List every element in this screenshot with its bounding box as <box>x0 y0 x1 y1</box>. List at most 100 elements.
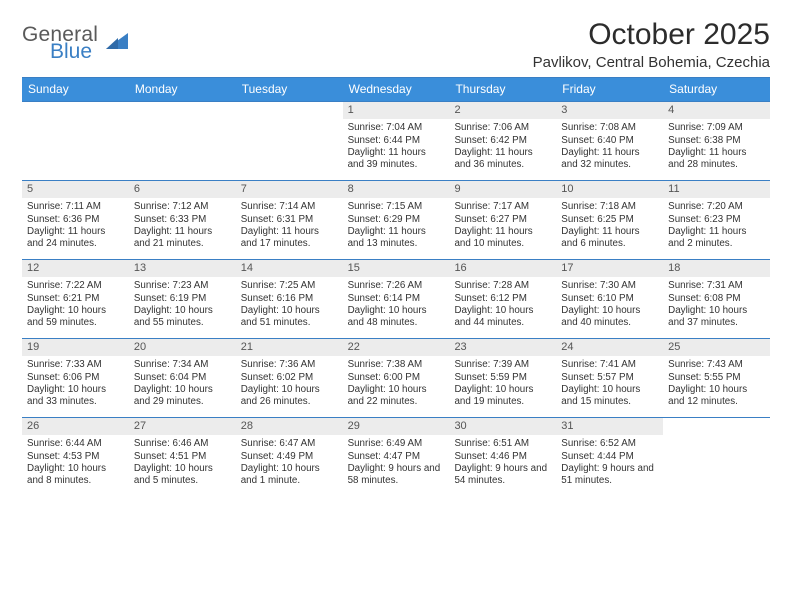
daylight-text: Daylight: 11 hours and 13 minutes. <box>348 226 445 250</box>
calendar-cell: 18Sunrise: 7:31 AMSunset: 6:08 PMDayligh… <box>663 260 770 338</box>
daylight-text: Daylight: 10 hours and 5 minutes. <box>134 463 231 487</box>
daylight-text: Daylight: 11 hours and 36 minutes. <box>454 147 551 171</box>
sunrise-text: Sunrise: 7:39 AM <box>454 359 551 371</box>
logo-line2: Blue <box>50 41 98 62</box>
sunset-text: Sunset: 4:44 PM <box>561 451 658 463</box>
daylight-text: Daylight: 10 hours and 19 minutes. <box>454 384 551 408</box>
day-number: 8 <box>343 181 450 198</box>
daylight-text: Daylight: 10 hours and 37 minutes. <box>668 305 765 329</box>
sunrise-text: Sunrise: 7:23 AM <box>134 280 231 292</box>
day-details: Sunrise: 7:17 AMSunset: 6:27 PMDaylight:… <box>449 198 556 254</box>
month-title: October 2025 <box>533 18 770 52</box>
day-number: 5 <box>22 181 129 198</box>
sunrise-text: Sunrise: 7:36 AM <box>241 359 338 371</box>
calendar-cell: 22Sunrise: 7:38 AMSunset: 6:00 PMDayligh… <box>343 339 450 417</box>
daylight-text: Daylight: 10 hours and 26 minutes. <box>241 384 338 408</box>
daylight-text: Daylight: 11 hours and 10 minutes. <box>454 226 551 250</box>
sunrise-text: Sunrise: 6:47 AM <box>241 438 338 450</box>
calendar-cell <box>129 102 236 180</box>
day-details: Sunrise: 6:52 AMSunset: 4:44 PMDaylight:… <box>556 435 663 491</box>
day-details: Sunrise: 7:06 AMSunset: 6:42 PMDaylight:… <box>449 119 556 175</box>
day-details: Sunrise: 7:38 AMSunset: 6:00 PMDaylight:… <box>343 356 450 412</box>
calendar-cell <box>236 102 343 180</box>
calendar-cell: 11Sunrise: 7:20 AMSunset: 6:23 PMDayligh… <box>663 181 770 259</box>
calendar-cell: 30Sunrise: 6:51 AMSunset: 4:46 PMDayligh… <box>449 418 556 496</box>
daylight-text: Daylight: 11 hours and 24 minutes. <box>27 226 124 250</box>
day-details: Sunrise: 7:18 AMSunset: 6:25 PMDaylight:… <box>556 198 663 254</box>
calendar-cell: 12Sunrise: 7:22 AMSunset: 6:21 PMDayligh… <box>22 260 129 338</box>
calendar-cell: 20Sunrise: 7:34 AMSunset: 6:04 PMDayligh… <box>129 339 236 417</box>
day-number: 2 <box>449 102 556 119</box>
sunset-text: Sunset: 6:36 PM <box>27 214 124 226</box>
sunset-text: Sunset: 6:33 PM <box>134 214 231 226</box>
daylight-text: Daylight: 11 hours and 21 minutes. <box>134 226 231 250</box>
calendar-cell: 21Sunrise: 7:36 AMSunset: 6:02 PMDayligh… <box>236 339 343 417</box>
page: General Blue October 2025 Pavlikov, Cent… <box>0 0 792 496</box>
calendar: Sunday Monday Tuesday Wednesday Thursday… <box>22 77 770 496</box>
day-number: 18 <box>663 260 770 277</box>
day-number: 12 <box>22 260 129 277</box>
sunset-text: Sunset: 6:40 PM <box>561 135 658 147</box>
day-number: 19 <box>22 339 129 356</box>
sunset-text: Sunset: 4:47 PM <box>348 451 445 463</box>
sunrise-text: Sunrise: 7:08 AM <box>561 122 658 134</box>
daylight-text: Daylight: 9 hours and 54 minutes. <box>454 463 551 487</box>
day-details: Sunrise: 7:14 AMSunset: 6:31 PMDaylight:… <box>236 198 343 254</box>
day-number: 22 <box>343 339 450 356</box>
logo-sail-icon <box>104 29 130 51</box>
dow-saturday: Saturday <box>663 78 770 101</box>
sunset-text: Sunset: 6:10 PM <box>561 293 658 305</box>
daylight-text: Daylight: 10 hours and 40 minutes. <box>561 305 658 329</box>
sunset-text: Sunset: 6:38 PM <box>668 135 765 147</box>
logo: General Blue <box>22 24 44 62</box>
day-number: 26 <box>22 418 129 435</box>
day-number: 3 <box>556 102 663 119</box>
calendar-cell: 2Sunrise: 7:06 AMSunset: 6:42 PMDaylight… <box>449 102 556 180</box>
day-details: Sunrise: 7:43 AMSunset: 5:55 PMDaylight:… <box>663 356 770 412</box>
calendar-week: 19Sunrise: 7:33 AMSunset: 6:06 PMDayligh… <box>22 338 770 417</box>
day-details: Sunrise: 7:34 AMSunset: 6:04 PMDaylight:… <box>129 356 236 412</box>
sunrise-text: Sunrise: 7:38 AM <box>348 359 445 371</box>
calendar-cell <box>663 418 770 496</box>
daylight-text: Daylight: 11 hours and 6 minutes. <box>561 226 658 250</box>
day-number: 23 <box>449 339 556 356</box>
day-number: 21 <box>236 339 343 356</box>
daylight-text: Daylight: 10 hours and 12 minutes. <box>668 384 765 408</box>
daylight-text: Daylight: 10 hours and 29 minutes. <box>134 384 231 408</box>
sunrise-text: Sunrise: 7:17 AM <box>454 201 551 213</box>
sunset-text: Sunset: 6:44 PM <box>348 135 445 147</box>
calendar-cell: 16Sunrise: 7:28 AMSunset: 6:12 PMDayligh… <box>449 260 556 338</box>
daylight-text: Daylight: 10 hours and 22 minutes. <box>348 384 445 408</box>
calendar-cell: 27Sunrise: 6:46 AMSunset: 4:51 PMDayligh… <box>129 418 236 496</box>
sunset-text: Sunset: 5:57 PM <box>561 372 658 384</box>
sunrise-text: Sunrise: 7:09 AM <box>668 122 765 134</box>
day-details: Sunrise: 7:04 AMSunset: 6:44 PMDaylight:… <box>343 119 450 175</box>
day-details: Sunrise: 7:26 AMSunset: 6:14 PMDaylight:… <box>343 277 450 333</box>
day-number: 13 <box>129 260 236 277</box>
sunrise-text: Sunrise: 7:15 AM <box>348 201 445 213</box>
daylight-text: Daylight: 10 hours and 48 minutes. <box>348 305 445 329</box>
sunset-text: Sunset: 6:27 PM <box>454 214 551 226</box>
daylight-text: Daylight: 10 hours and 55 minutes. <box>134 305 231 329</box>
dow-thursday: Thursday <box>449 78 556 101</box>
day-details: Sunrise: 7:08 AMSunset: 6:40 PMDaylight:… <box>556 119 663 175</box>
day-number: 24 <box>556 339 663 356</box>
sunrise-text: Sunrise: 7:22 AM <box>27 280 124 292</box>
day-details: Sunrise: 7:23 AMSunset: 6:19 PMDaylight:… <box>129 277 236 333</box>
logo-text: General Blue <box>22 24 98 62</box>
sunrise-text: Sunrise: 7:14 AM <box>241 201 338 213</box>
daylight-text: Daylight: 10 hours and 15 minutes. <box>561 384 658 408</box>
sunrise-text: Sunrise: 7:41 AM <box>561 359 658 371</box>
day-number: 20 <box>129 339 236 356</box>
day-details: Sunrise: 6:47 AMSunset: 4:49 PMDaylight:… <box>236 435 343 491</box>
daylight-text: Daylight: 10 hours and 1 minute. <box>241 463 338 487</box>
sunrise-text: Sunrise: 7:28 AM <box>454 280 551 292</box>
sunrise-text: Sunrise: 7:12 AM <box>134 201 231 213</box>
sunrise-text: Sunrise: 6:46 AM <box>134 438 231 450</box>
day-number: 31 <box>556 418 663 435</box>
calendar-cell: 13Sunrise: 7:23 AMSunset: 6:19 PMDayligh… <box>129 260 236 338</box>
sunrise-text: Sunrise: 7:20 AM <box>668 201 765 213</box>
daylight-text: Daylight: 9 hours and 51 minutes. <box>561 463 658 487</box>
calendar-cell: 4Sunrise: 7:09 AMSunset: 6:38 PMDaylight… <box>663 102 770 180</box>
day-number: 7 <box>236 181 343 198</box>
